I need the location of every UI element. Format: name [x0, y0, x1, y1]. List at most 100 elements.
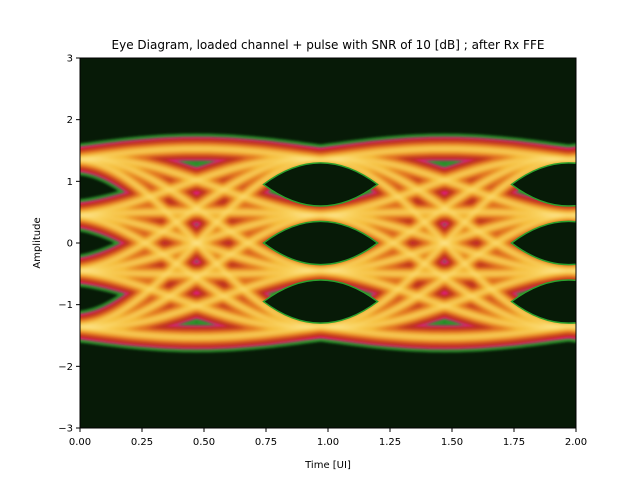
eye-trace — [567, 324, 576, 328]
eye-trace — [556, 258, 576, 284]
x-tick-label: 1.75 — [503, 437, 525, 448]
eye-trace — [556, 314, 576, 340]
eye-trace — [558, 148, 576, 170]
eye-trace — [564, 266, 576, 275]
x-tick-label: 0.75 — [255, 437, 277, 448]
eye-trace — [319, 269, 570, 276]
eye-trace — [80, 158, 322, 328]
eye-trace — [319, 147, 570, 162]
eye-trace — [558, 259, 576, 281]
y-tick-label: 3 — [67, 54, 73, 65]
eye-trace — [567, 213, 576, 217]
eye-trace — [567, 157, 576, 162]
eye-trace — [567, 158, 576, 162]
eye-trace — [567, 325, 576, 329]
x-tick-label: 1.25 — [379, 437, 401, 448]
eye-trace — [553, 143, 576, 175]
eye-trace — [558, 149, 576, 170]
eye-trace — [561, 152, 576, 168]
chart-title: Eye Diagram, loaded channel + pulse with… — [112, 38, 545, 52]
eye-trace — [561, 263, 576, 278]
eye-trace — [556, 203, 576, 229]
x-tick-label: 2.00 — [565, 437, 587, 448]
eye-trace — [561, 262, 576, 278]
eye-trace — [556, 146, 576, 172]
eye-trace — [567, 325, 576, 328]
eye-opening — [510, 279, 576, 324]
eye-trace — [80, 325, 322, 339]
eye-trace — [558, 316, 576, 337]
eye-trace — [564, 322, 576, 332]
eye-trace — [561, 152, 576, 167]
eye-trace — [556, 258, 576, 284]
eye-trace — [558, 204, 576, 226]
eye-trace — [80, 210, 322, 217]
eye-opening — [262, 162, 379, 207]
eye-trace — [556, 314, 576, 339]
x-tick-label: 1.00 — [317, 437, 339, 448]
y-tick-label: −3 — [58, 424, 73, 435]
eye-trace — [556, 202, 576, 228]
eye-trace — [564, 155, 576, 165]
eye-trace — [564, 321, 576, 331]
eye-trace — [553, 200, 576, 231]
eye-trace — [567, 158, 576, 162]
eye-trace — [567, 269, 576, 273]
eye-trace — [553, 144, 576, 175]
eye-trace — [558, 260, 576, 282]
eye-trace — [556, 257, 576, 283]
eye-trace — [553, 310, 576, 342]
y-axis-label: Amplitude — [32, 217, 43, 268]
eye-trace — [553, 144, 576, 175]
eye-trace — [80, 214, 322, 328]
eye-trace — [564, 155, 576, 164]
eye-trace — [564, 322, 576, 331]
y-tick-label: −1 — [58, 300, 73, 311]
eye-opening — [510, 220, 576, 266]
eye-trace — [553, 200, 576, 232]
eye-trace — [561, 208, 576, 224]
eye-opening — [262, 279, 379, 324]
eye-openings — [262, 162, 576, 324]
eye-trace — [553, 311, 576, 343]
eye-trace — [567, 213, 576, 218]
eye-trace — [558, 316, 576, 338]
eye-trace — [556, 313, 576, 339]
eye-trace — [558, 260, 576, 281]
eye-highlight-layer — [80, 147, 576, 339]
eye-trace — [564, 210, 576, 220]
eye-trace — [561, 152, 576, 167]
eye-trace — [553, 255, 576, 287]
eye-trace — [561, 263, 576, 279]
eye-trace — [561, 208, 576, 223]
y-axis-ticks: 3 2 1 0 −1 −2 −3 — [58, 54, 80, 435]
eye-trace — [558, 260, 576, 282]
eye-trace — [556, 147, 576, 173]
eye-trace — [319, 157, 570, 217]
eye-trace — [558, 315, 576, 337]
eye-trace — [553, 255, 576, 286]
eye-trace — [567, 269, 576, 273]
eye-trace — [561, 319, 576, 335]
eye-trace — [553, 144, 576, 176]
eye-trace — [567, 325, 576, 329]
eye-trace — [564, 266, 576, 276]
eye-trace — [561, 318, 576, 334]
eye-trace — [561, 319, 576, 334]
x-axis-label: Time [UI] — [304, 460, 351, 471]
y-tick-label: 0 — [67, 239, 73, 250]
eye-trace — [556, 314, 576, 339]
eye-trace — [553, 311, 576, 342]
eye-trace — [564, 211, 576, 220]
eye-trace — [567, 157, 576, 162]
eye-trace — [80, 269, 322, 276]
eye-trace — [561, 207, 576, 223]
eye-opening — [510, 162, 576, 207]
eye-trace — [564, 210, 576, 220]
eye-trace — [319, 213, 570, 328]
eye-trace — [564, 211, 576, 221]
eye-trace — [567, 268, 576, 273]
eye-trace — [561, 207, 576, 223]
y-tick-label: 2 — [67, 115, 73, 126]
